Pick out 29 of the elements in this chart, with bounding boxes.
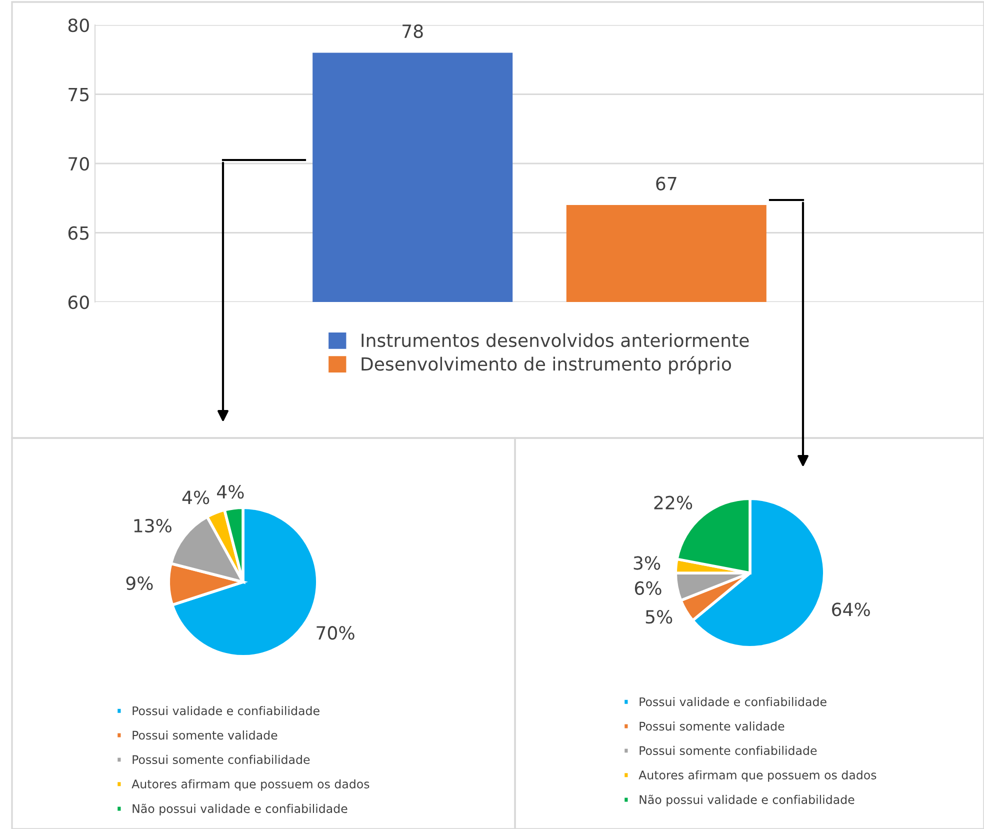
y-tick-label: 65 bbox=[68, 226, 89, 240]
y-tick-label: 75 bbox=[68, 88, 89, 102]
legend-label: Não possui validade e confiabilidade bbox=[640, 794, 854, 806]
y-tick-label: 80 bbox=[68, 18, 89, 32]
legend-label: Possui somente confiabilidade bbox=[640, 746, 817, 756]
legend-label: Autores afirmam que possuem os dados bbox=[132, 779, 370, 791]
data-label: 9% bbox=[126, 576, 153, 590]
data-label: 4% bbox=[217, 485, 244, 499]
legend-label: Possui somente validade bbox=[640, 721, 784, 731]
y-tick-label: 60 bbox=[68, 295, 89, 310]
legend-label: Possui validade e confiabilidade bbox=[640, 697, 826, 706]
y-tick-label: 70 bbox=[68, 156, 89, 171]
data-label: 67 bbox=[656, 176, 676, 190]
data-label: 78 bbox=[402, 24, 423, 38]
legend-label: Possui somente confiabilidade bbox=[132, 754, 310, 764]
data-label: 22% bbox=[654, 496, 692, 510]
data-label: 13% bbox=[134, 518, 172, 533]
data-label: 6% bbox=[634, 581, 662, 595]
legend-label: Desenvolvimento de instrumento próprio bbox=[362, 356, 731, 374]
data-label: 70% bbox=[316, 626, 354, 640]
data-label: 5% bbox=[646, 610, 672, 624]
data-label: 4% bbox=[182, 490, 210, 504]
legend-label: Possui somente validade bbox=[132, 730, 278, 740]
legend-label: Não possui validade e confiabilidade bbox=[132, 804, 348, 816]
data-label: 3% bbox=[634, 556, 660, 570]
legend-label: Autores afirmam que possuem os dados bbox=[638, 770, 876, 782]
legend-label: Possui validade e confiabilidade bbox=[132, 706, 320, 716]
legend-label: Instrumentos desenvolvidos anteriormente bbox=[362, 333, 749, 348]
data-label: 64% bbox=[832, 602, 870, 616]
